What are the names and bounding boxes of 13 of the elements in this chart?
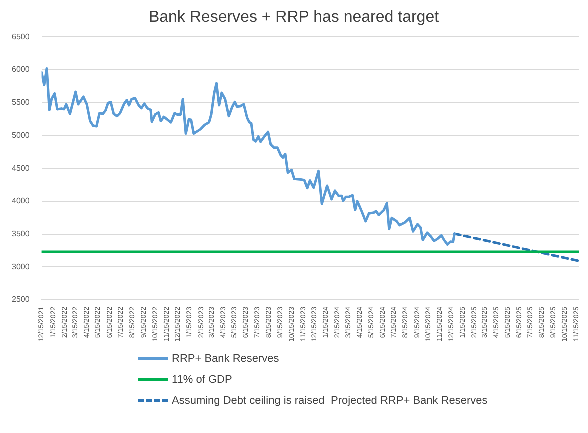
y-tick-label: 6000 (12, 65, 30, 74)
y-tick-label: 4500 (12, 164, 30, 173)
legend-label: Assuming Debt ceiling is raised Projected RRP+ Bank Reserves (172, 394, 488, 406)
y-tick-label: 4000 (12, 196, 30, 206)
y-tick-label: 3500 (12, 229, 30, 238)
chart-title: Bank Reserves + RRP has neared target (148, 9, 440, 26)
y-tick-label: 6500 (12, 32, 30, 42)
y-tick-label: 5000 (12, 130, 30, 140)
y-tick-label: 5500 (12, 98, 30, 108)
legend-label: RRP+ Bank Reserves (172, 352, 280, 364)
legend-label: 11% of GDP (172, 374, 232, 386)
y-tick-label: 3000 (12, 262, 30, 272)
y-tick-label: 2500 (12, 295, 30, 304)
